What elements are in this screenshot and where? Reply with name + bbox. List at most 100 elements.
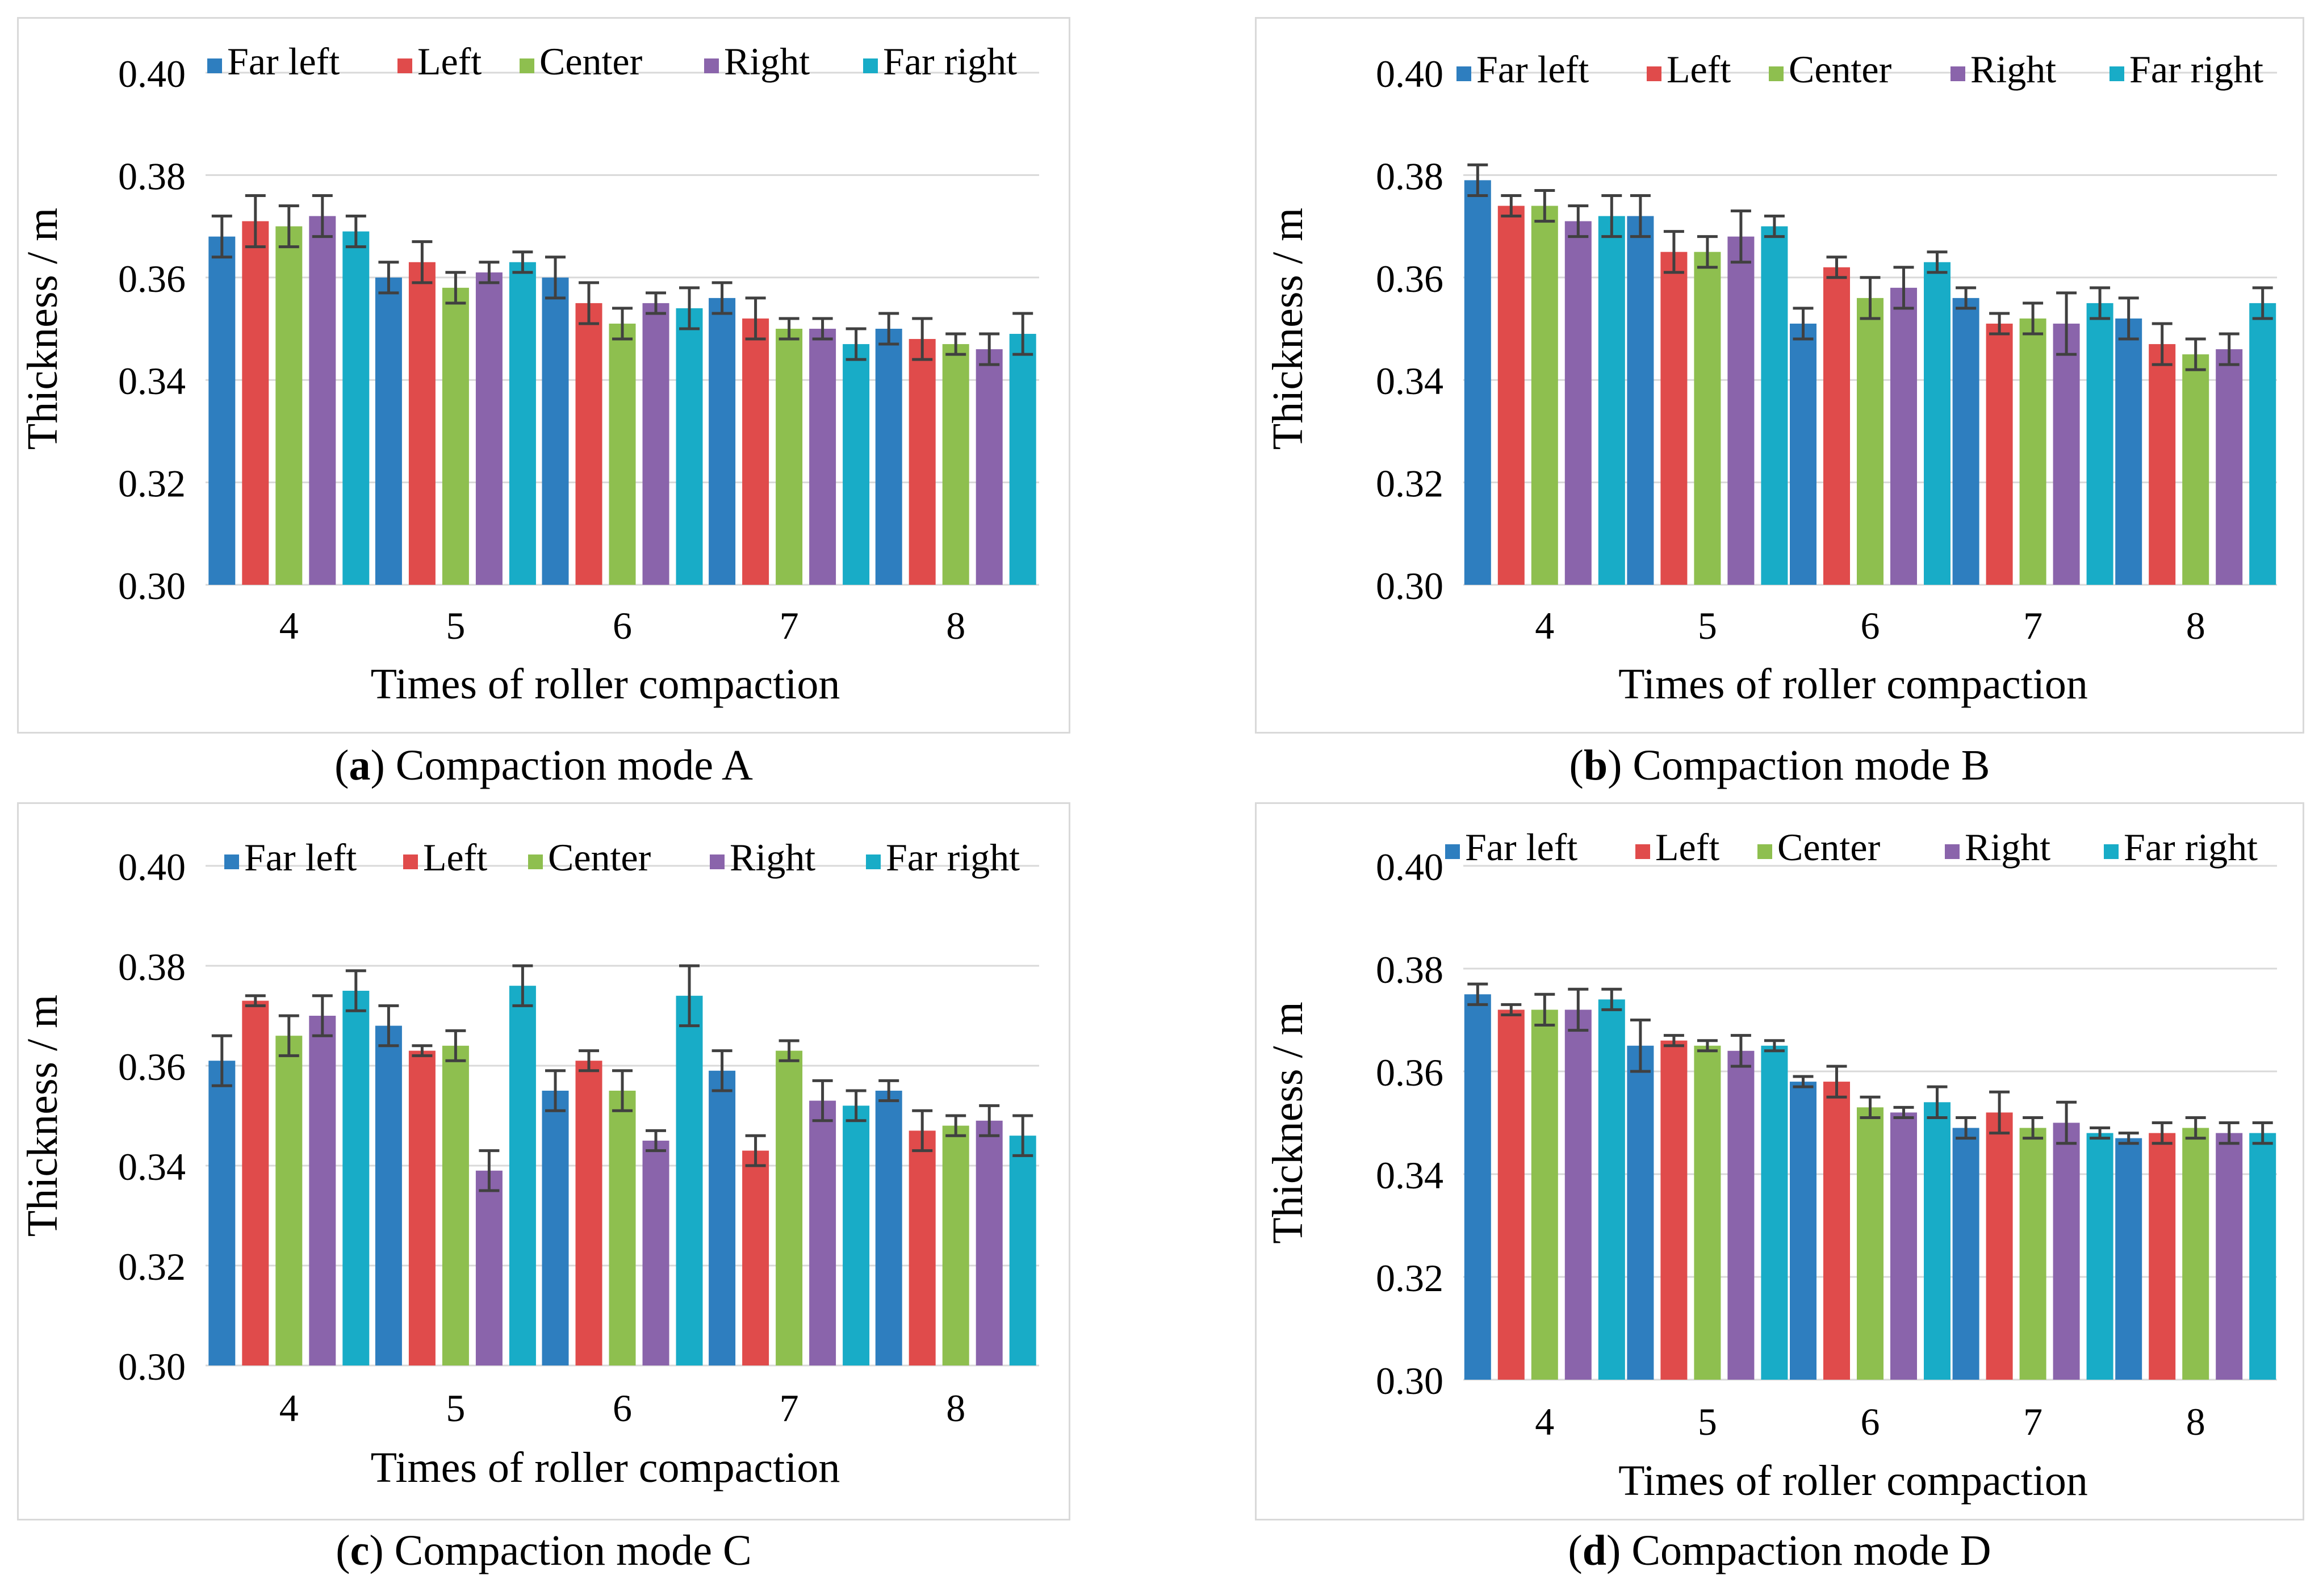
bar: [2115, 1138, 2142, 1380]
caption-b: (b) Compaction mode B: [1569, 742, 1990, 789]
bar: [1761, 226, 1788, 585]
bar: [2019, 1128, 2046, 1380]
bar: [1857, 298, 1883, 585]
bar: [1009, 1136, 1036, 1365]
legend-swatch: [866, 854, 881, 869]
bar: [1694, 252, 1721, 585]
error-bar: [612, 1069, 633, 1112]
legend-label: Far left: [1476, 48, 1589, 91]
y-tick-label: 0.40: [1376, 845, 1443, 889]
error-bar: [512, 964, 533, 1007]
error-bar: [1697, 235, 1718, 269]
bar: [342, 231, 370, 585]
caption-text-c: Compaction mode C: [394, 1527, 752, 1574]
legend-swatch: [1647, 66, 1661, 81]
x-tick-label: 7: [2023, 604, 2042, 647]
error-bar: [1989, 1090, 2010, 1135]
x-tick-label: 8: [946, 1386, 965, 1430]
bar: [1952, 1128, 1979, 1380]
bar: [875, 1091, 902, 1365]
error-bar: [912, 1109, 933, 1153]
x-axis-label: Times of roller compaction: [371, 660, 840, 708]
legend-swatch: [397, 58, 412, 73]
error-bar: [1601, 987, 1622, 1011]
y-axis-label: Thickness / m: [19, 208, 66, 450]
bar: [1727, 1050, 1755, 1380]
x-tick-label: 7: [780, 1386, 799, 1430]
bar: [1924, 262, 1951, 585]
bar: [542, 277, 569, 585]
x-tick-label: 6: [613, 1386, 632, 1430]
bar: [976, 349, 1003, 585]
legend-label: Far left: [1465, 826, 1577, 869]
bar: [2053, 323, 2080, 585]
error-bar: [345, 969, 366, 1012]
bar: [1497, 1009, 1525, 1380]
error-bar: [1697, 1039, 1718, 1053]
bar: [309, 216, 336, 585]
bar: [1727, 236, 1755, 585]
bar: [709, 298, 736, 585]
x-tick-label: 4: [279, 604, 299, 647]
error-bar: [579, 281, 599, 325]
y-tick-label: 0.30: [1376, 1359, 1443, 1402]
bar: [909, 339, 936, 585]
legend-label: Right: [1965, 826, 2050, 869]
error-bar: [711, 1049, 733, 1092]
error-bar: [412, 240, 433, 284]
error-bar: [2252, 286, 2273, 320]
y-tick-label: 0.36: [118, 1045, 186, 1088]
error-bar: [1467, 982, 1488, 1006]
error-bar: [1793, 307, 1814, 341]
error-bar: [646, 291, 666, 315]
error-bar: [912, 317, 933, 361]
error-bar: [1893, 266, 1914, 310]
error-bar: [1730, 210, 1751, 264]
error-bar: [312, 994, 333, 1037]
error-bar: [1764, 215, 1785, 238]
bar: [1761, 1045, 1788, 1380]
legend-label: Left: [417, 40, 482, 83]
bar: [1464, 994, 1491, 1380]
bar: [2149, 344, 2176, 585]
error-bar: [1501, 1003, 1522, 1016]
error-bar: [979, 332, 1000, 366]
bar: [1790, 1082, 1816, 1380]
y-tick-label: 0.40: [118, 52, 186, 95]
bar: [942, 344, 969, 585]
caption-c: (c) Compaction mode C: [336, 1527, 752, 1574]
y-tick-label: 0.38: [118, 945, 186, 988]
bar: [1564, 1009, 1592, 1380]
error-bar: [1012, 312, 1033, 356]
legend-swatch: [863, 58, 878, 73]
caption-letter-a: a: [349, 742, 371, 789]
x-tick-label: 7: [2023, 1400, 2042, 1443]
x-tick-label: 5: [1698, 1400, 1717, 1443]
bar: [776, 1050, 803, 1365]
error-bar: [1568, 987, 1589, 1032]
error-bar: [1860, 1095, 1881, 1119]
error-bar: [1630, 1019, 1651, 1073]
error-bar: [2219, 1121, 2240, 1145]
bar: [208, 236, 236, 585]
error-bar: [1730, 1034, 1751, 1068]
error-bar: [2023, 301, 2044, 336]
bar: [1986, 323, 2013, 585]
x-tick-label: 6: [1861, 604, 1880, 647]
error-bar: [778, 1039, 800, 1062]
error-bar: [878, 1079, 899, 1103]
chart-a: 0.30 0.32 0.34 0.36 0.38 0.40 4 5 6 7 8 Far left Lef…: [19, 40, 1039, 708]
x-tick-label: 8: [2186, 604, 2205, 647]
error-bar: [2185, 337, 2206, 371]
error-bar: [545, 1069, 566, 1112]
error-bar: [1927, 250, 1948, 274]
bar: [1598, 999, 1625, 1380]
error-bar: [612, 307, 633, 341]
error-bar: [1956, 286, 1977, 310]
y-tick-label: 0.40: [118, 845, 186, 889]
bar: [408, 262, 436, 585]
bar: [742, 1150, 769, 1365]
legend-label: Center: [1777, 826, 1881, 869]
error-bar: [711, 281, 733, 315]
bar: [1009, 334, 1036, 585]
